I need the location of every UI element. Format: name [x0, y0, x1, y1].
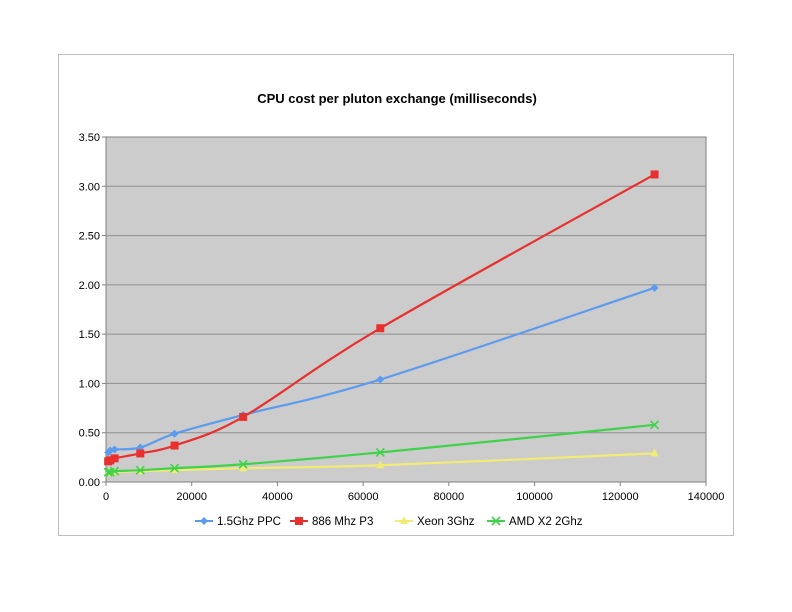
x-tick-label: 0: [103, 491, 109, 503]
data-point: [650, 420, 660, 430]
legend-marker: [400, 516, 408, 524]
chart-title: CPU cost per pluton exchange (millisecon…: [257, 91, 537, 106]
data-point: [650, 283, 659, 292]
data-point: [110, 445, 119, 454]
series-3: [103, 420, 660, 477]
series-layer: [103, 170, 660, 477]
data-point: [376, 460, 385, 469]
chart-frame: CPU cost per pluton exchange (millisecon…: [58, 54, 734, 536]
y-tick-label: 1.50: [79, 329, 100, 341]
data-point: [135, 465, 145, 475]
y-tick-label: 0.00: [79, 477, 100, 489]
legend-item: 886 Mhz P3: [290, 516, 373, 528]
plot-area: [105, 136, 707, 483]
legend: 1.5Ghz PPC 886 Mhz P3 Xeon 3Ghz AMD X2 2Ghz: [195, 516, 583, 528]
data-point: [170, 463, 180, 473]
legend-label: 1.5Ghz PPC: [217, 516, 281, 528]
data-point: [376, 324, 385, 333]
x-tick-label: 20000: [176, 491, 207, 503]
data-point: [239, 412, 248, 421]
legend-marker: [295, 517, 303, 525]
legend-item: 1.5Ghz PPC: [195, 516, 281, 528]
y-tick-label: 0.50: [79, 428, 100, 440]
data-point: [170, 441, 179, 450]
legend-item: AMD X2 2Ghz: [487, 516, 583, 528]
data-point: [650, 170, 659, 179]
axes: 0.00 0.50 1.00 1.50 2.00 2.50 3.00 3.50 0 20000 40…: [79, 132, 725, 503]
legend-label: AMD X2 2Ghz: [509, 516, 583, 528]
x-tick-label: 80000: [434, 491, 465, 503]
data-point: [136, 449, 145, 458]
data-point: [239, 463, 248, 472]
y-tick-label: 3.50: [79, 132, 100, 144]
y-tick-label: 3.00: [79, 181, 100, 193]
x-tick-label: 40000: [262, 491, 293, 503]
x-tick-label: 60000: [348, 491, 379, 503]
legend-label: Xeon 3Ghz: [417, 516, 475, 528]
series-1: [104, 170, 659, 466]
data-point: [376, 375, 385, 384]
grid-lines: [106, 185, 706, 434]
data-point: [106, 456, 115, 465]
line-chart: CPU cost per pluton exchange (millisecon…: [79, 91, 725, 528]
y-tick-label: 1.00: [79, 378, 100, 390]
legend-marker: [200, 517, 208, 525]
legend-label: 886 Mhz P3: [312, 516, 373, 528]
data-point: [110, 454, 119, 463]
legend-marker: [491, 516, 501, 526]
x-tick-label: 120000: [602, 491, 639, 503]
data-point: [170, 429, 179, 438]
data-point: [238, 459, 248, 469]
data-point: [375, 447, 385, 457]
x-tick-label: 140000: [688, 491, 725, 503]
x-tick-label: 100000: [516, 491, 553, 503]
data-point: [110, 466, 120, 476]
legend-item: Xeon 3Ghz: [395, 516, 475, 528]
y-tick-label: 2.50: [79, 231, 100, 243]
data-point: [650, 448, 659, 457]
y-tick-label: 2.00: [79, 280, 100, 292]
